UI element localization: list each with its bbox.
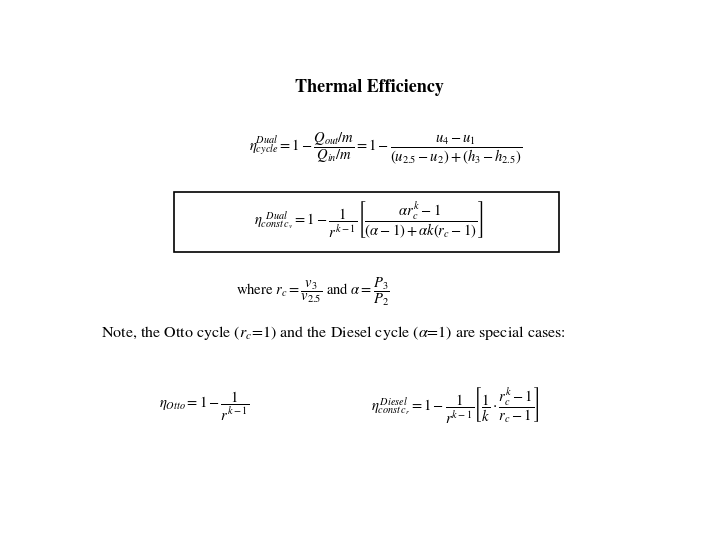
Text: $\eta_{\substack{Dual \\ cycle}} = 1 - \dfrac{Q_{out}/m}{Q_{in}/m} = 1 - \dfrac{: $\eta_{\substack{Dual \\ cycle}} = 1 - \…	[249, 130, 522, 166]
Text: $\eta_{\substack{Dual \\ const\,c_v}} = 1 - \dfrac{1}{r^{k-1}}\left[\dfrac{\alph: $\eta_{\substack{Dual \\ const\,c_v}} = …	[254, 200, 484, 241]
Text: $\eta_{\substack{Diesel \\ const\,c_r}} = 1 - \dfrac{1}{r^{k-1}}\left[\dfrac{1}{: $\eta_{\substack{Diesel \\ const\,c_r}} …	[371, 386, 540, 426]
Text: where $r_c = \dfrac{v_3}{v_{2.5}}$ and $\alpha = \dfrac{P_3}{P_2}$: where $r_c = \dfrac{v_3}{v_{2.5}}$ and $…	[236, 275, 390, 308]
Text: Note, the Otto cycle ($r_c$=1) and the Diesel cycle ($\alpha$=1) are special cas: Note, the Otto cycle ($r_c$=1) and the D…	[101, 324, 566, 342]
Text: $\eta_{Otto} = 1 - \dfrac{1}{r^{k-1}}$: $\eta_{Otto} = 1 - \dfrac{1}{r^{k-1}}$	[159, 389, 250, 422]
Text: Thermal Efficiency: Thermal Efficiency	[294, 79, 444, 96]
FancyBboxPatch shape	[174, 192, 559, 252]
